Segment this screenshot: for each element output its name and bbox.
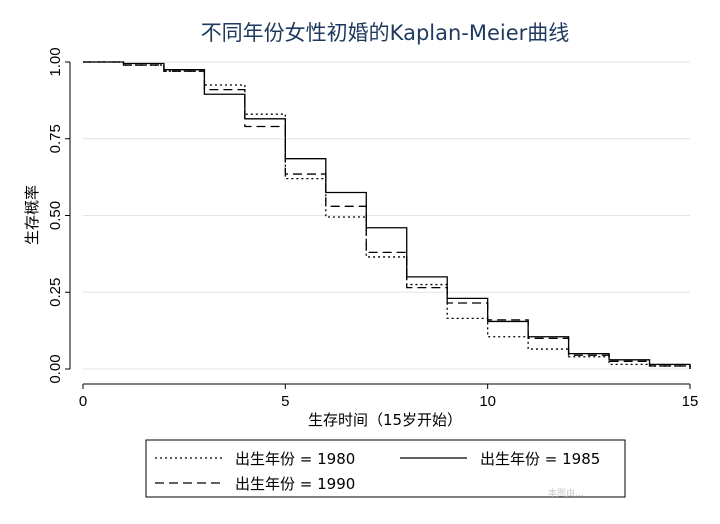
chart-title: 不同年份女性初婚的Kaplan-Meier曲线 [201, 21, 570, 45]
series-line-2 [83, 61, 691, 369]
legend-label-1: 出生年份 = 1980 [235, 450, 355, 468]
y-tick-label: 0.25 [47, 278, 64, 307]
legend-box [145, 439, 626, 498]
legend-label-2: 出生年份 = 1985 [480, 450, 600, 468]
x-axis-label: 生存时间（15岁开始） [308, 411, 462, 429]
series-group [83, 61, 691, 369]
y-tick-label: 0.75 [47, 124, 64, 153]
y-tick-label: 0.00 [47, 354, 64, 383]
watermark-text: 本图由... [548, 487, 584, 499]
x-tick-label: 15 [682, 393, 699, 410]
x-tick-label: 10 [479, 393, 496, 410]
series-line-3 [83, 61, 691, 369]
y-tick-label: 1.00 [47, 47, 64, 76]
x-tick-label: 0 [79, 393, 87, 410]
x-tick-label: 5 [281, 393, 289, 410]
grid-lines [83, 61, 690, 370]
y-tick-label: 0.50 [47, 201, 64, 230]
legend-label-3: 出生年份 = 1990 [235, 475, 355, 493]
legend: 出生年份 = 1980 出生年份 = 1985 出生年份 = 1990 [145, 439, 626, 498]
y-axis-label: 生存概率 [23, 185, 41, 245]
axes: 0.00 0.25 0.50 0.75 1.00 0 5 10 15 [47, 47, 698, 410]
